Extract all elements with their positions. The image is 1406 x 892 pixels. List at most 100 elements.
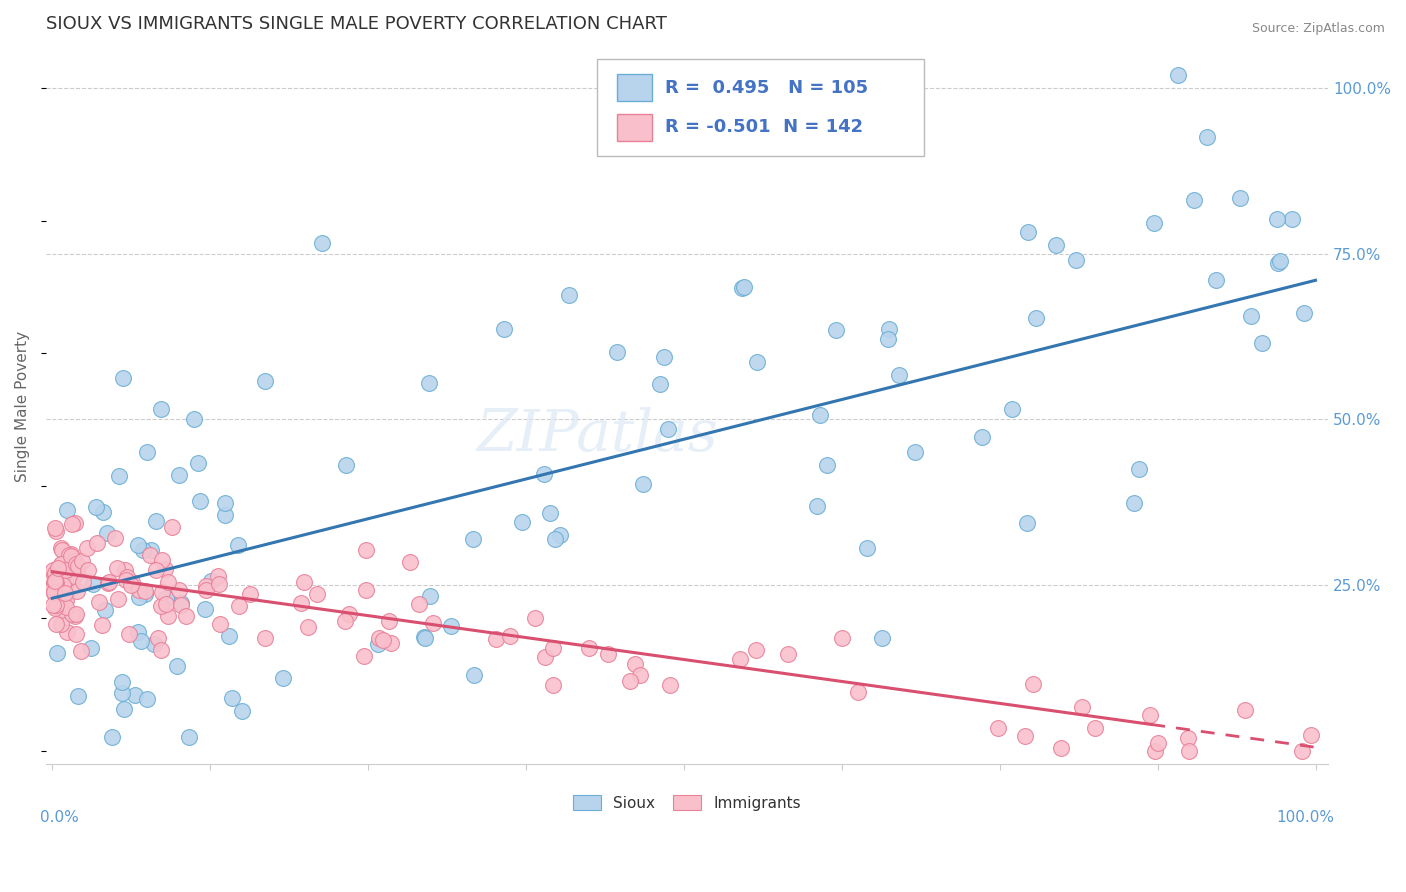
Point [42, 567, 65, 582]
Point [623, 657, 645, 671]
Point [541, 678, 564, 692]
FancyBboxPatch shape [598, 59, 924, 156]
Point [55, 599, 77, 614]
Point [418, 376, 440, 391]
Point [60, 547, 83, 561]
Point [51, 616, 73, 631]
Point [413, 632, 436, 646]
Legend: Sioux, Immigrants: Sioux, Immigrants [567, 789, 807, 817]
Point [194, 602, 217, 616]
Point [97, 576, 120, 591]
Point [146, 631, 169, 645]
Point [53, 586, 76, 600]
Text: SIOUX VS IMMIGRANTS SINGLE MALE POVERTY CORRELATION CHART: SIOUX VS IMMIGRANTS SINGLE MALE POVERTY … [46, 15, 666, 33]
Point [70, 644, 93, 658]
Point [214, 508, 236, 522]
FancyBboxPatch shape [617, 74, 652, 101]
Point [353, 649, 375, 664]
Point [170, 596, 193, 610]
Point [1177, 731, 1199, 745]
Point [1122, 495, 1144, 509]
Point [877, 321, 900, 335]
Point [127, 538, 149, 552]
Point [55, 564, 77, 578]
Y-axis label: Single Male Poverty: Single Male Poverty [15, 331, 30, 482]
Point [127, 624, 149, 639]
Point [271, 671, 294, 685]
Point [254, 374, 277, 388]
Point [67, 559, 90, 574]
Point [1015, 516, 1038, 530]
Point [63, 569, 86, 583]
Point [63, 608, 86, 623]
Point [367, 637, 389, 651]
Point [541, 640, 564, 655]
Point [187, 457, 209, 471]
Point [72, 574, 94, 589]
Point [44, 521, 66, 535]
Point [63, 554, 86, 568]
Point [55, 593, 77, 607]
Point [1251, 336, 1274, 351]
Point [149, 401, 172, 416]
Point [156, 574, 179, 589]
Point [745, 355, 768, 369]
Point [652, 351, 675, 365]
Point [870, 631, 893, 645]
Point [134, 587, 156, 601]
Point [461, 532, 484, 546]
Point [167, 467, 190, 482]
Point [657, 422, 679, 436]
Point [231, 704, 253, 718]
Point [90, 617, 112, 632]
Point [335, 458, 357, 473]
Point [596, 647, 619, 661]
Point [143, 637, 166, 651]
Text: 100.0%: 100.0% [1277, 810, 1334, 825]
Point [606, 345, 628, 359]
Point [226, 538, 249, 552]
Point [66, 689, 89, 703]
Point [160, 520, 183, 534]
Point [121, 575, 143, 590]
Point [108, 469, 131, 483]
Point [145, 563, 167, 577]
Point [413, 631, 436, 645]
Point [1292, 306, 1315, 320]
Point [45, 524, 67, 538]
Point [132, 543, 155, 558]
Point [76, 541, 98, 556]
Point [1022, 677, 1045, 691]
Point [239, 586, 262, 600]
Point [1233, 703, 1256, 717]
Point [1128, 461, 1150, 475]
Point [1014, 730, 1036, 744]
Point [51, 557, 73, 571]
Point [824, 323, 846, 337]
Point [145, 514, 167, 528]
Point [136, 692, 159, 706]
Point [150, 642, 173, 657]
Point [55, 548, 77, 562]
Point [110, 686, 132, 700]
Point [155, 591, 177, 605]
Point [166, 659, 188, 673]
Point [558, 288, 581, 302]
Point [533, 467, 555, 482]
Point [139, 548, 162, 562]
Point [333, 614, 356, 628]
Point [45, 575, 67, 590]
Point [59, 554, 82, 568]
Point [856, 541, 879, 556]
Point [648, 377, 671, 392]
Point [136, 445, 159, 459]
Point [378, 614, 401, 628]
Point [55, 576, 77, 591]
Point [806, 500, 828, 514]
Point [60, 607, 83, 621]
Point [63, 516, 86, 530]
Point [149, 599, 172, 613]
Point [367, 631, 389, 645]
Point [876, 332, 898, 346]
Point [631, 476, 654, 491]
